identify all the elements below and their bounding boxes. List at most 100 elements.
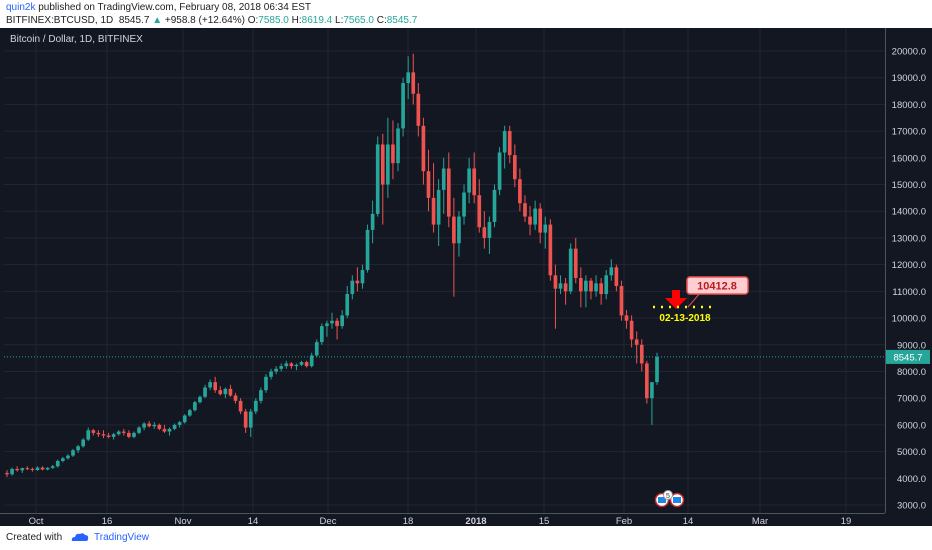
candle-body — [411, 72, 416, 94]
publish-line: quin2k published on TradingView.com, Feb… — [6, 2, 311, 13]
price-chart[interactable]: 3000.0 4000.0 5000.0 6000.0 7000.0 8000.0 9000… — [0, 28, 932, 527]
candle-body — [619, 286, 624, 316]
candle-body — [477, 195, 482, 228]
y-tick-label: 15000.0 — [892, 180, 926, 191]
x-tick-label: 16 — [102, 516, 113, 526]
candle-body — [223, 388, 228, 395]
last-price-tag-text: 8545.7 — [893, 352, 922, 363]
y-tick-label: 18000.0 — [892, 100, 926, 111]
y-tick-label: 14000.0 — [892, 207, 926, 218]
y-tick-label: 3000.0 — [897, 501, 926, 512]
candle-body — [401, 83, 405, 129]
candle-body — [518, 179, 522, 204]
candle-body — [96, 432, 101, 435]
candle-body — [167, 428, 172, 432]
candle-body — [30, 468, 35, 471]
candle-body — [421, 125, 426, 172]
candle-body — [45, 467, 50, 470]
candle-body — [111, 434, 116, 437]
candle-body — [66, 455, 70, 459]
candle-body — [218, 390, 223, 395]
publish-header: quin2k published on TradingView.com, Feb… — [0, 0, 932, 28]
author-link[interactable]: quin2k — [6, 2, 36, 13]
candle-body — [137, 427, 141, 433]
candle-body — [55, 460, 60, 467]
candle-body — [553, 275, 558, 289]
candle-body — [91, 430, 96, 433]
up-triangle-icon: ▲ — [152, 15, 163, 26]
candle-body — [345, 294, 350, 316]
candle-body — [162, 428, 167, 432]
candle-body — [20, 468, 25, 471]
created-with-label: Created with — [6, 532, 63, 543]
candle-body — [360, 269, 365, 284]
candle-body — [314, 342, 319, 356]
event-count-text: 5 — [666, 493, 670, 500]
candle-body — [233, 395, 238, 401]
candle-body — [452, 216, 456, 244]
candle-body — [50, 466, 55, 468]
candle-body — [497, 152, 502, 190]
candle-body — [284, 363, 289, 367]
high-label: H: — [291, 15, 302, 26]
y-tick-label: 10000.0 — [892, 314, 926, 325]
candle-body — [614, 267, 619, 287]
footer: Created with TradingView — [0, 526, 932, 550]
tradingview-logo-icon[interactable] — [70, 531, 90, 546]
candle-body — [76, 446, 80, 451]
callout-pointer — [687, 292, 701, 308]
candle-body — [152, 424, 157, 427]
y-tick-label: 4000.0 — [897, 474, 926, 485]
x-tick-label: Oct — [29, 516, 44, 526]
candle-body — [5, 472, 9, 475]
candle-body — [624, 315, 629, 321]
last-price: 8545.7 — [118, 15, 150, 26]
candle-body — [127, 432, 131, 437]
candle-body — [487, 221, 492, 238]
close-value: 8545.7 — [386, 15, 418, 26]
candle-body — [573, 248, 578, 278]
candle-body — [61, 458, 65, 461]
low-value: 7565.0 — [343, 15, 374, 26]
candle-body — [462, 192, 466, 217]
candle-body — [106, 435, 111, 437]
candle-body — [86, 430, 91, 440]
y-tick-label: 20000.0 — [892, 47, 926, 58]
tradingview-brand-link[interactable]: TradingView — [94, 532, 150, 543]
candle-body — [558, 283, 563, 289]
candle-body — [101, 434, 106, 436]
candle-body — [543, 224, 548, 233]
chart-panel[interactable]: 3000.0 4000.0 5000.0 6000.0 7000.0 8000.0 9000… — [0, 28, 932, 527]
y-tick-label: 16000.0 — [892, 153, 926, 164]
candle-body — [25, 468, 30, 470]
candle-body — [584, 280, 588, 292]
candle-body — [172, 424, 177, 429]
y-tick-label: 17000.0 — [892, 127, 926, 138]
candle-body — [71, 450, 75, 456]
candle-body — [309, 355, 314, 367]
candle-body — [81, 439, 85, 447]
event-flag-icon — [658, 497, 666, 503]
y-tick-label: 19000.0 — [892, 73, 926, 84]
candle-body — [10, 468, 14, 475]
publish-info: published on TradingView.com, February 0… — [35, 2, 312, 13]
candle-body — [274, 368, 278, 372]
close-label: C: — [376, 15, 387, 26]
candle-body — [177, 422, 182, 425]
candle-body — [457, 216, 461, 244]
candle-body — [370, 213, 375, 230]
x-tick-label: Feb — [616, 516, 632, 526]
candle-body — [325, 323, 329, 327]
x-tick-label: 14 — [248, 516, 259, 526]
candle-body — [426, 171, 431, 198]
candle-body — [589, 280, 593, 292]
candle-body — [365, 229, 370, 270]
candle-body — [431, 197, 436, 225]
candle-body — [142, 423, 146, 428]
candle-body — [299, 362, 304, 365]
candle-body — [269, 371, 273, 377]
candle-body — [538, 208, 543, 233]
candle-body — [289, 363, 294, 367]
candle-body — [193, 402, 197, 411]
candle-body — [355, 280, 360, 284]
